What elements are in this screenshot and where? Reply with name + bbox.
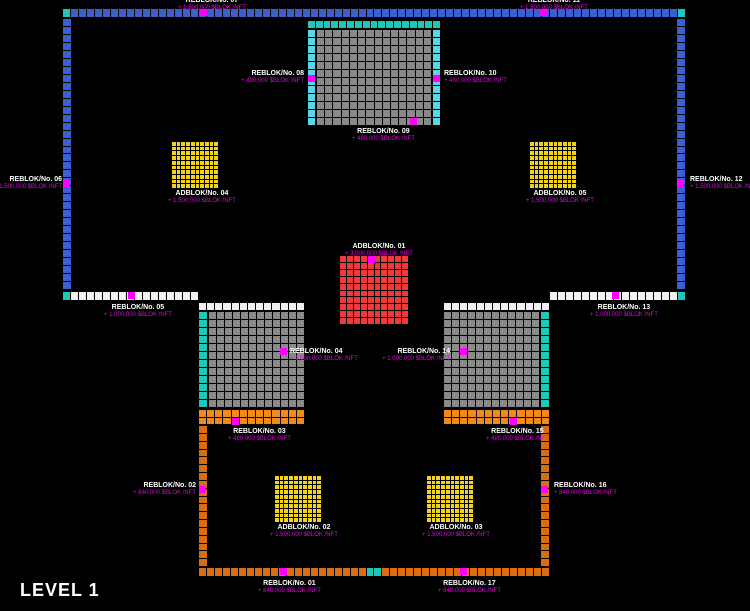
block-label: REBLOK/No. 10+ 480,000 $BLOK /NFT xyxy=(444,70,507,86)
grid-mid-teal-right xyxy=(541,312,549,407)
block-label: ADBLOK/No. 01+ 3,000,000 $BLOK /NFT xyxy=(345,243,413,259)
block-label: REBLOK/No. 15+ 480,000 $BLOK /NFT xyxy=(486,428,549,444)
block-label: REBLOK/No. 07+ 1,500,000 $BLOK /NFT xyxy=(178,0,246,13)
block-label: REBLOK/No. 02+ 840,000 $BLOK /NFT xyxy=(133,482,196,498)
pink-marker xyxy=(410,118,417,125)
pink-marker xyxy=(199,486,206,493)
grid-bot-orange-left xyxy=(199,426,207,566)
block-label: REBLOK/No. 01+ 840,000 $BLOK /NFT xyxy=(258,580,321,596)
pink-marker xyxy=(460,348,467,355)
grid-adblok4 xyxy=(172,142,218,188)
grid-adblok2 xyxy=(275,476,321,522)
block-label: REBLOK/No. 04+ 1,000,000 $BLOK /NFT xyxy=(290,348,358,364)
pink-marker xyxy=(460,568,467,575)
block-label: ADBLOK/No. 05+ 1,500,000 $BLOK /NFT xyxy=(526,190,594,206)
grid-top-blue-top xyxy=(63,9,685,17)
grid-top-blue-right xyxy=(677,19,685,289)
block-label: REBLOK/No. 16+ 840,000 $BLOK /NFT xyxy=(554,482,617,498)
pink-marker xyxy=(128,292,135,299)
block-label: ADBLOK/No. 03+ 1,500,000 $BLOK /NFT xyxy=(422,524,490,540)
block-label: ADBLOK/No. 04+ 1,500,000 $BLOK /NFT xyxy=(168,190,236,206)
grid-center-gray-top xyxy=(317,30,431,125)
grid-bot-orange-bot xyxy=(199,568,549,576)
block-label: REBLOK/No. 17+ 840,000 $BLOK /NFT xyxy=(438,580,501,596)
block-label: REBLOK/No. 05+ 1,000,000 $BLOK /NFT xyxy=(104,304,172,320)
grid-adblok5 xyxy=(530,142,576,188)
block-label: REBLOK/No. 11+ 1,500,000 $BLOK /NFT xyxy=(520,0,588,13)
pink-marker xyxy=(612,292,619,299)
block-label: REBLOK/No. 13+ 1,000,000 $BLOK /NFT xyxy=(590,304,658,320)
grid-mid-teal-left xyxy=(199,312,207,407)
pink-marker xyxy=(308,75,315,82)
block-label: REBLOK/No. 08+ 480,000 $BLOK /NFT xyxy=(241,70,304,86)
block-label: REBLOK/No. 14+ 1,000,000 $BLOK /NFT xyxy=(382,348,450,364)
block-label: REBLOK/No. 03+ 480,000 $BLOK /NFT xyxy=(228,428,291,444)
pink-marker xyxy=(433,75,440,82)
grid-center-teal-top xyxy=(308,21,440,28)
pink-marker xyxy=(280,348,287,355)
block-label: REBLOK/No. 06+ 1,500,000 $BLOK /NFT xyxy=(0,176,62,192)
grid-bot-orange-topR xyxy=(444,410,549,424)
pink-marker xyxy=(63,180,70,187)
pink-marker xyxy=(280,568,287,575)
pink-marker xyxy=(677,180,684,187)
grid-mid-white-left xyxy=(199,303,304,310)
map-stage: LEVEL 1 REBLOK/No. 07+ 1,500,000 $BLOK /… xyxy=(0,0,750,611)
block-label: REBLOK/No. 09+ 480,000 $BLOK /NFT xyxy=(352,128,415,144)
grid-center-red xyxy=(340,256,408,324)
level-label: LEVEL 1 xyxy=(20,580,100,601)
grid-bot-orange-right xyxy=(541,426,549,566)
block-label: REBLOK/No. 12+ 1,500,000 $BLOK /NFT xyxy=(690,176,750,192)
grid-adblok3 xyxy=(427,476,473,522)
pink-marker xyxy=(232,418,239,425)
block-label: ADBLOK/No. 02+ 1,500,000 $BLOK /NFT xyxy=(270,524,338,540)
grid-bot-orange-topL xyxy=(199,410,304,424)
pink-marker xyxy=(510,418,517,425)
grid-mid-white-right xyxy=(444,303,549,310)
pink-marker xyxy=(541,486,548,493)
grid-mid-gray-right xyxy=(444,312,539,407)
grid-top-blue-left xyxy=(63,19,71,289)
